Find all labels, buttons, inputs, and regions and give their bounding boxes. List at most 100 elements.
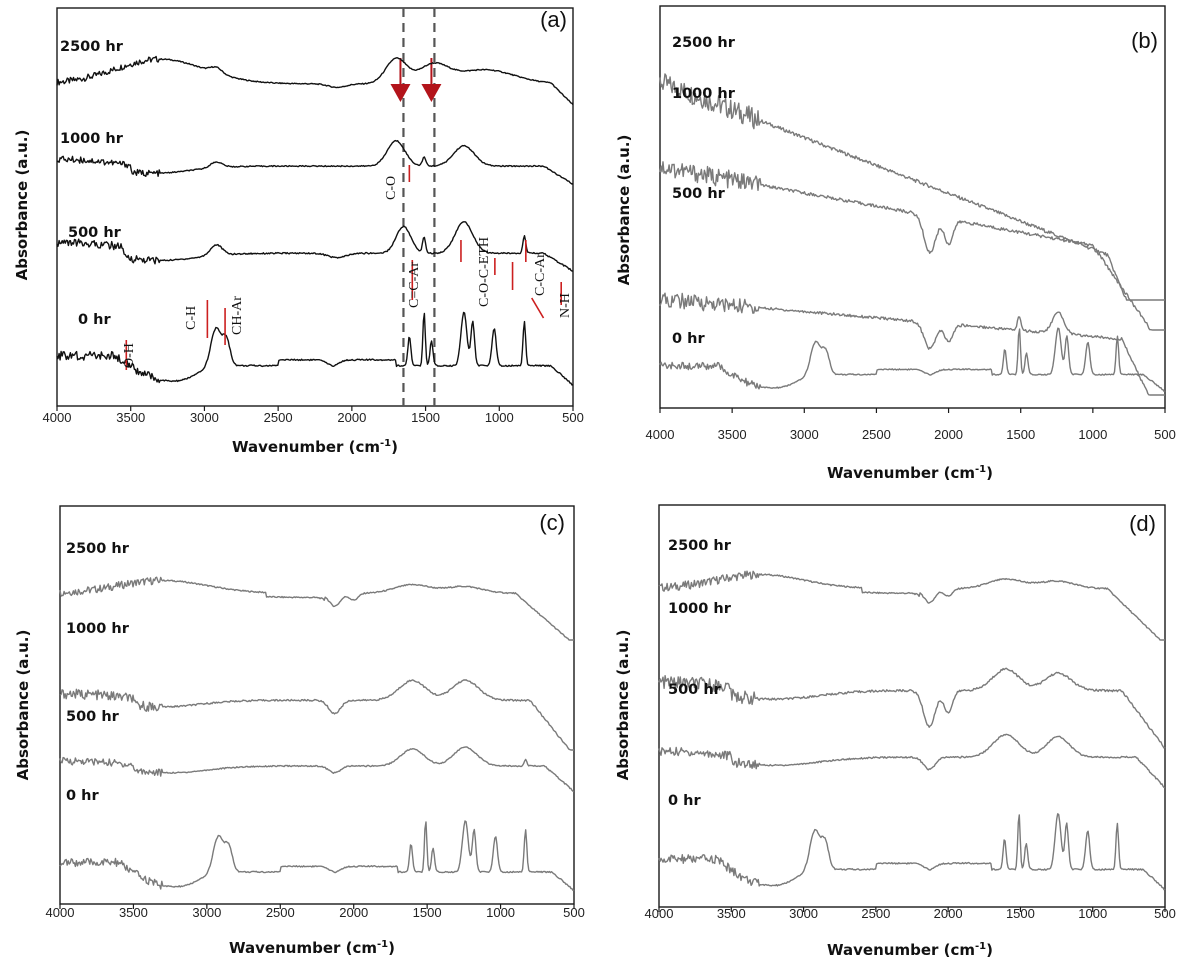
series-label-c-0: 0 hr	[66, 788, 99, 804]
series-line-c-0-hr	[59, 820, 575, 892]
x-tick-label-c-4: 2000	[339, 905, 368, 920]
peak-label-ch: C-H	[184, 306, 199, 330]
series-label-a-0: 0 hr	[78, 312, 111, 328]
x-tick-label-b-3: 2500	[862, 427, 891, 442]
x-tick-label-c-5: 1500	[413, 905, 442, 920]
peak-label-nh: N-H	[558, 293, 573, 318]
x-tick-label-a-4: 2000	[337, 410, 366, 425]
y-axis-label-b: Absorbance (a.u.)	[615, 135, 633, 286]
x-tick-label-a-3: 2500	[264, 410, 293, 425]
series-label-b-1000: 1000 hr	[672, 86, 736, 102]
x-tick-label-a-1: 3500	[116, 410, 145, 425]
peak-label-coceth: C-O-C-ETH	[477, 237, 492, 307]
x-axis-label-a: Wavenumber (cm-1)	[232, 438, 398, 456]
series-line-b-0-hr	[659, 327, 1166, 392]
series-curves-c	[59, 576, 575, 892]
series-label-d-2500: 2500 hr	[668, 538, 732, 554]
series-line-d-2500-hr	[658, 570, 1165, 641]
peak-markers-a	[125, 165, 563, 370]
series-label-a-2500: 2500 hr	[60, 39, 124, 55]
guide-lines-a	[390, 8, 442, 406]
x-tick-label-d-0: 4000	[645, 906, 674, 921]
series-label-d-500: 500 hr	[668, 682, 722, 698]
plot-frame-c	[59, 505, 575, 905]
x-tick-label-d-1: 3500	[717, 906, 746, 921]
series-curves-a	[56, 55, 574, 386]
series-line-a-2500-hr	[56, 55, 574, 106]
series-label-d-0: 0 hr	[668, 793, 701, 809]
down-arrow-icon	[421, 84, 442, 102]
series-label-c-1000: 1000 hr	[66, 621, 130, 637]
x-tick-label-d-7: 500	[1154, 906, 1176, 921]
series-label-a-1000: 1000 hr	[60, 131, 124, 147]
panel-label-d: (d)	[1129, 511, 1156, 536]
down-arrow-icon	[390, 84, 411, 102]
x-tick-label-a-6: 1000	[485, 410, 514, 425]
x-tick-label-c-3: 2500	[266, 905, 295, 920]
x-tick-label-b-2: 3000	[790, 427, 819, 442]
x-ticks-c: 4000 3500 3000 2500 2000 1500 1000 500	[46, 904, 585, 920]
series-line-d-500-hr	[658, 733, 1166, 789]
x-tick-label-c-7: 500	[563, 905, 585, 920]
x-tick-label-b-6: 1000	[1078, 427, 1107, 442]
x-ticks-a: 4000 3500 3000 2500 2000 1500 1000 500	[43, 406, 584, 425]
x-tick-label-d-5: 1500	[1006, 906, 1035, 921]
series-label-b-2500: 2500 hr	[672, 35, 736, 51]
peak-label-c-c-ar: C-C-Ar	[533, 253, 548, 296]
x-ticks-d: 4000 3500 3000 2500 2000 1500 1000 500	[645, 906, 1176, 921]
series-line-b-2500-hr	[659, 73, 1165, 301]
y-axis-label-a: Absorbance (a.u.)	[13, 130, 31, 281]
x-ticks-b: 4000 3500 3000 2500 2000 1500 1000 500	[646, 408, 1176, 442]
panel-label-b: (b)	[1131, 28, 1158, 53]
series-line-b-1000-hr	[659, 161, 1165, 331]
series-line-c-500-hr	[59, 746, 575, 793]
y-axis-label-d: Absorbance (a.u.)	[614, 630, 632, 781]
series-line-a-1000-hr	[56, 139, 574, 185]
x-tick-label-d-6: 1000	[1078, 906, 1107, 921]
x-tick-label-c-2: 3000	[192, 905, 221, 920]
series-curves-b	[659, 73, 1166, 396]
x-tick-label-d-4: 2000	[934, 906, 963, 921]
x-tick-label-d-2: 3000	[789, 906, 818, 921]
x-tick-label-a-5: 1500	[411, 410, 440, 425]
series-line-a-500-hr	[56, 221, 574, 272]
series-line-a-0-hr	[56, 311, 574, 386]
x-tick-label-c-0: 4000	[46, 905, 75, 920]
x-tick-label-d-3: 2500	[861, 906, 890, 921]
series-line-c-2500-hr	[59, 576, 574, 641]
x-tick-label-c-1: 3500	[119, 905, 148, 920]
panel-label-a: (a)	[540, 7, 567, 32]
y-axis-label-c: Absorbance (a.u.)	[14, 630, 32, 781]
x-tick-label-a-7: 500	[562, 410, 584, 425]
series-label-a-500: 500 hr	[68, 225, 122, 241]
peak-label-char: CH-Ar	[230, 296, 245, 335]
x-tick-label-b-7: 500	[1154, 427, 1176, 442]
series-label-d-1000: 1000 hr	[668, 601, 732, 617]
series-line-d-0-hr	[658, 813, 1166, 891]
x-tick-label-b-4: 2000	[934, 427, 963, 442]
x-tick-label-b-0: 4000	[646, 427, 675, 442]
x-tick-label-b-1: 3500	[718, 427, 747, 442]
plot-frame-b	[659, 5, 1166, 409]
x-tick-label-a-2: 3000	[190, 410, 219, 425]
peak-label-oh: O-H	[122, 343, 137, 368]
x-tick-label-c-6: 1000	[486, 905, 515, 920]
series-line-b-500-hr	[659, 292, 1165, 396]
series-curves-d	[658, 570, 1166, 891]
series-label-b-0: 0 hr	[672, 331, 705, 347]
plot-frame-a	[56, 7, 574, 407]
plot-frame-d	[658, 504, 1166, 908]
peak-marker-slant	[531, 297, 545, 319]
x-axis-label-b: Wavenumber (cm-1)	[827, 464, 993, 482]
series-label-c-500: 500 hr	[66, 709, 120, 725]
series-label-b-500: 500 hr	[672, 186, 726, 202]
peak-label-ccar: C=C-Ar	[407, 262, 422, 308]
panel-label-c: (c)	[539, 510, 565, 535]
x-axis-label-c: Wavenumber (cm-1)	[229, 939, 395, 957]
x-axis-label-d: Wavenumber (cm-1)	[827, 941, 993, 959]
series-line-c-1000-hr	[59, 679, 574, 751]
